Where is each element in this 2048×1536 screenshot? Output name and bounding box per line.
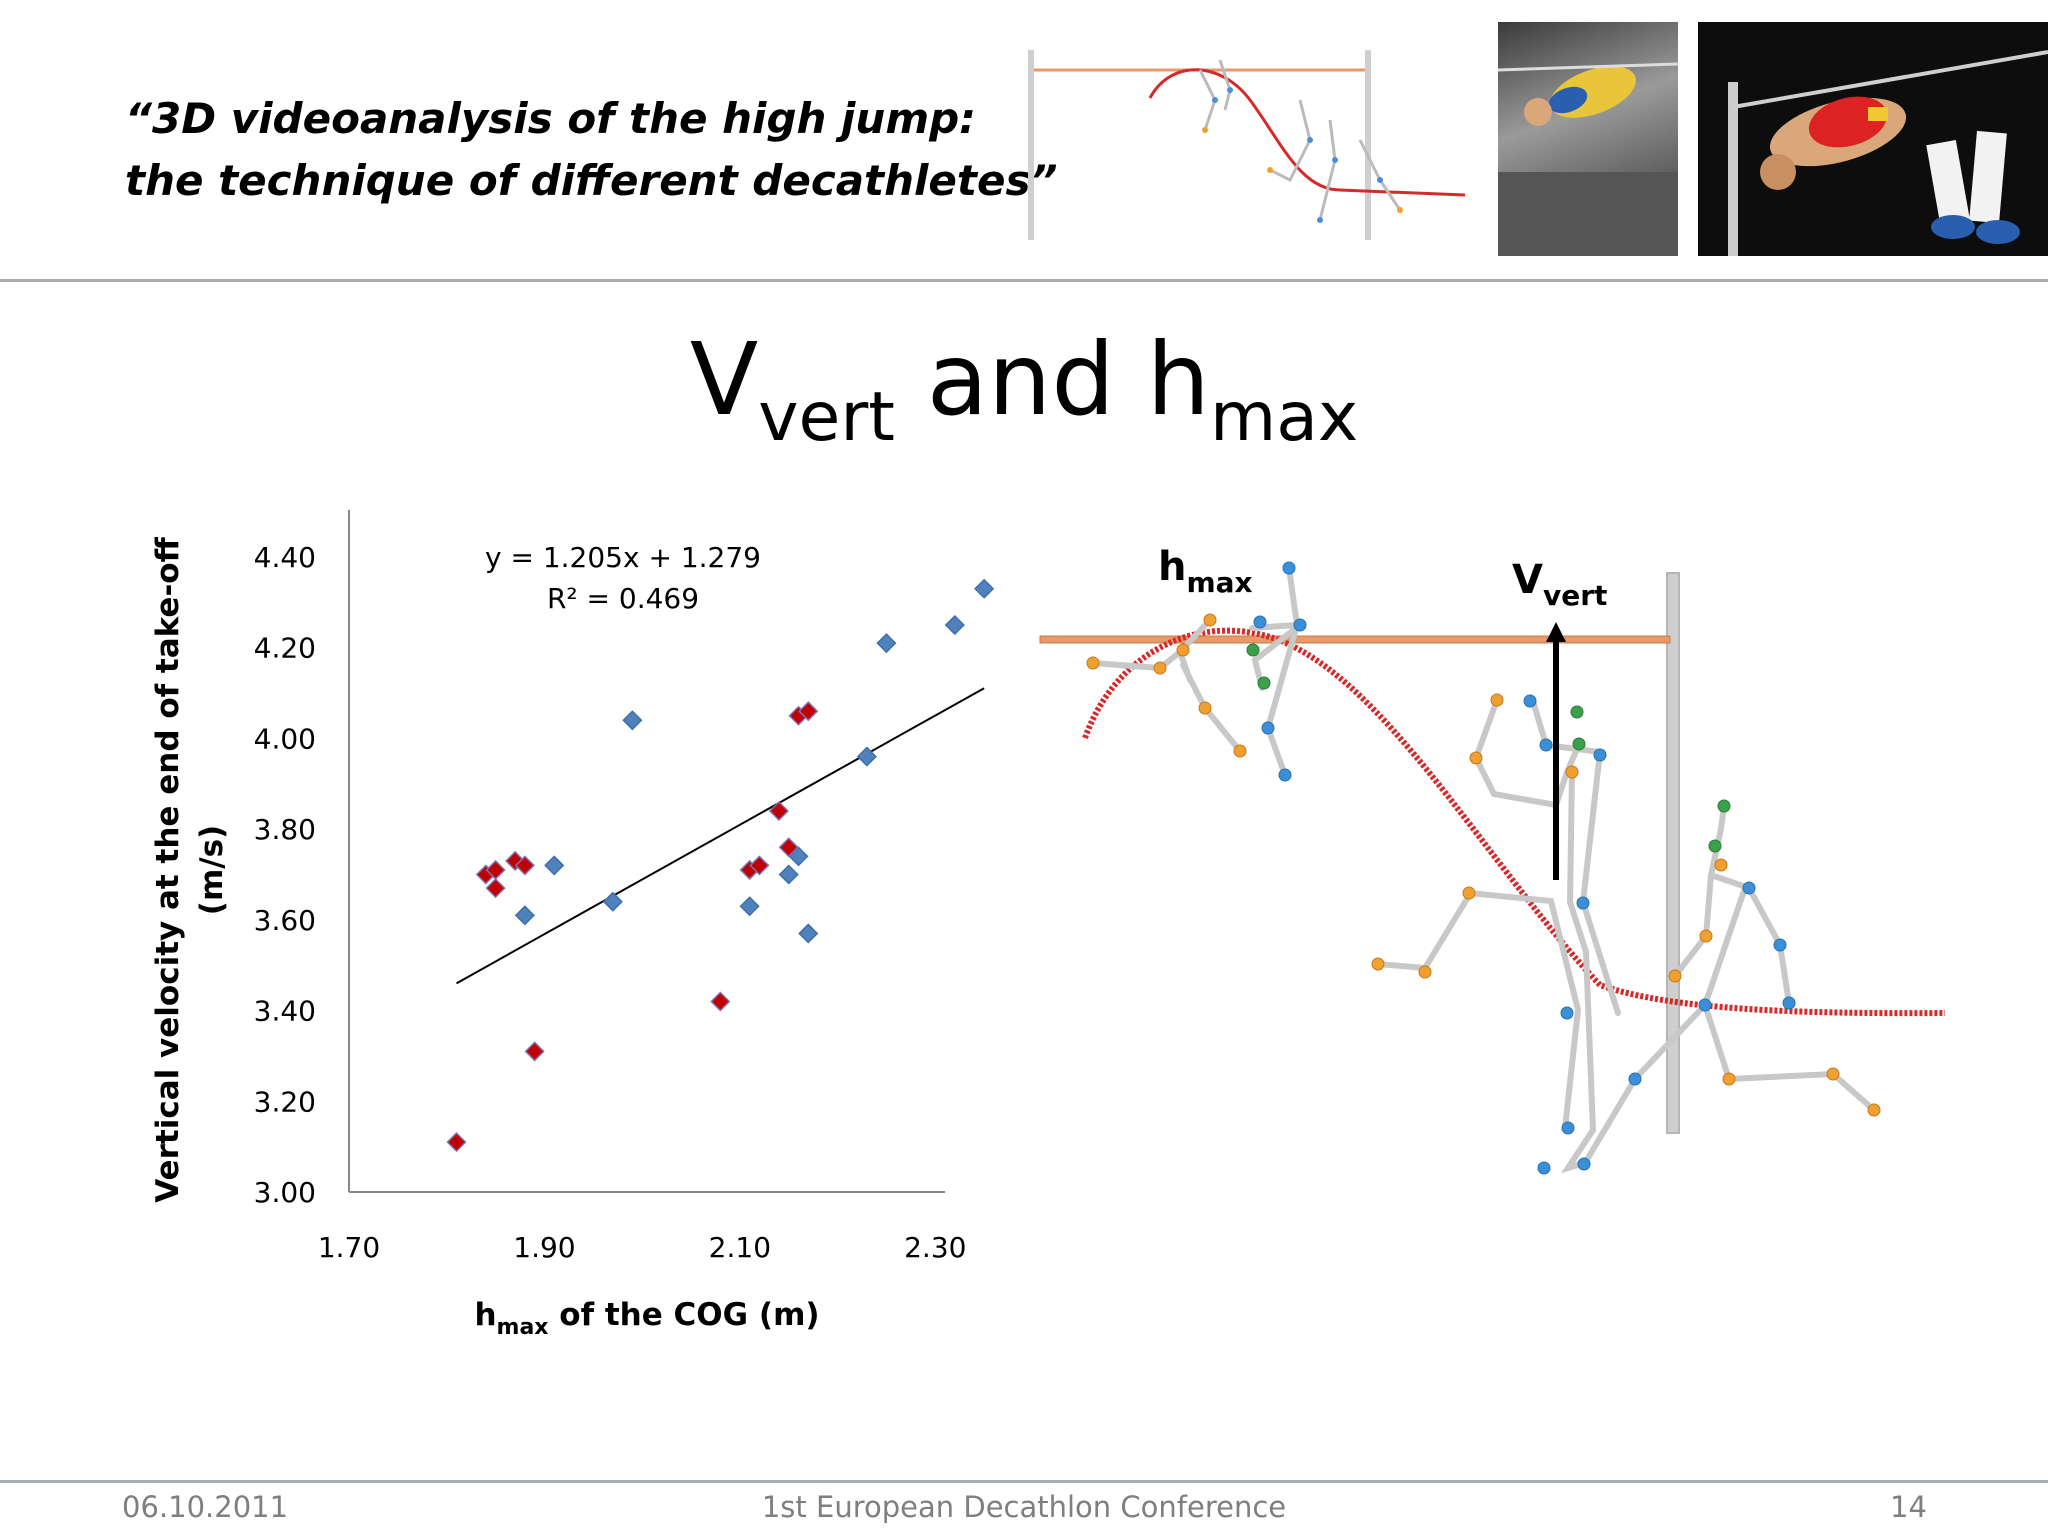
scatter-chart: Vertical velocity at the end of take-off… xyxy=(150,510,995,1340)
y-tick-label: 4.20 xyxy=(254,632,316,665)
x-axis-label: hmax of the COG (m) xyxy=(474,1297,819,1340)
joint-markers-green xyxy=(1246,643,1731,853)
data-point xyxy=(798,701,819,722)
y-axis-label-line-1: Vertical velocity at the end of take-off xyxy=(150,536,186,1202)
stick-figure-sequence xyxy=(1090,565,1877,1174)
header-divider xyxy=(0,279,2048,282)
y-axis-label: Vertical velocity at the end of take-off… xyxy=(150,536,230,1202)
header-jump-diagram xyxy=(1028,50,1466,240)
x-tick-label: 2.10 xyxy=(709,1231,771,1264)
footer-page-number: 14 xyxy=(1890,1490,1927,1524)
data-point xyxy=(974,578,995,599)
x-tick-label: 1.90 xyxy=(513,1231,575,1264)
trendline xyxy=(455,687,985,985)
x-tick-label: 2.30 xyxy=(904,1231,966,1264)
data-point xyxy=(544,855,565,876)
data-point xyxy=(602,891,623,912)
x-axis-label-subscript: max xyxy=(497,1315,549,1340)
y-tick-label: 4.40 xyxy=(254,541,316,574)
y-tick-label: 3.60 xyxy=(254,904,316,937)
slide-subtitle: “3D videoanalysis of the high jump: the … xyxy=(125,88,1058,212)
joint-markers-blue xyxy=(1253,561,1796,1175)
data-point xyxy=(485,878,506,899)
y-tick-label: 3.40 xyxy=(254,995,316,1028)
title-h-subscript: max xyxy=(1210,377,1359,457)
joint-markers-orange xyxy=(1086,613,1881,1117)
data-point xyxy=(856,746,877,767)
x-tick-label: 1.70 xyxy=(318,1231,380,1264)
data-point xyxy=(944,614,965,636)
r-squared-label: R² = 0.469 xyxy=(547,582,699,615)
trendline-equation: y = 1.205x + 1.279 xyxy=(485,541,761,574)
hmax-label: hmax xyxy=(1158,544,1253,599)
x-axis-label-rest: of the COG (m) xyxy=(548,1297,819,1333)
data-point xyxy=(739,896,760,917)
title-v: V xyxy=(689,321,759,438)
data-point xyxy=(485,859,506,881)
data-point xyxy=(514,855,535,876)
y-tick-label: 3.00 xyxy=(254,1176,316,1209)
athlete-photo-2 xyxy=(1698,22,2048,256)
athlete-photo-1 xyxy=(1498,22,1678,256)
y-tick-label: 3.80 xyxy=(254,813,316,846)
data-point xyxy=(622,710,643,731)
footer-conference: 1st European Decathlon Conference xyxy=(761,1490,1287,1524)
vertical-velocity-arrowhead xyxy=(1546,622,1566,642)
data-point xyxy=(778,837,799,858)
hmax-subscript: max xyxy=(1186,566,1252,599)
data-point xyxy=(524,1041,545,1062)
data-point xyxy=(778,864,799,885)
data-point xyxy=(749,855,770,876)
subtitle-line-1: “3D videoanalysis of the high jump: xyxy=(125,94,976,143)
high-jump-upright xyxy=(1666,572,1680,1134)
cog-trajectory-curve xyxy=(1082,627,1946,1017)
data-point xyxy=(446,1132,467,1153)
data-point xyxy=(798,923,819,944)
subtitle-line-2: the technique of different decathletes” xyxy=(125,156,1058,205)
y-tick-label: 4.00 xyxy=(254,722,316,755)
data-point xyxy=(514,905,535,926)
data-point xyxy=(768,800,790,822)
y-tick-label: 3.20 xyxy=(254,1085,316,1118)
slide-title: Vvert and hmax xyxy=(0,320,2048,478)
footer-date: 06.10.2011 xyxy=(122,1490,289,1524)
x-axis-label-h: h xyxy=(474,1297,496,1333)
y-axis-label-line-2: (m/s) xyxy=(194,825,230,915)
footer-divider xyxy=(0,1480,2048,1483)
data-point xyxy=(710,991,731,1012)
vvert-label: Vvert xyxy=(1512,557,1607,612)
title-v-subscript: vert xyxy=(758,377,895,457)
high-jump-crossbar xyxy=(1039,635,1671,644)
vvert-subscript: vert xyxy=(1543,579,1607,612)
high-jump-trajectory-figure: hmax Vvert xyxy=(1039,544,1946,1175)
data-point xyxy=(876,633,897,654)
title-and-h: and h xyxy=(894,321,1211,438)
